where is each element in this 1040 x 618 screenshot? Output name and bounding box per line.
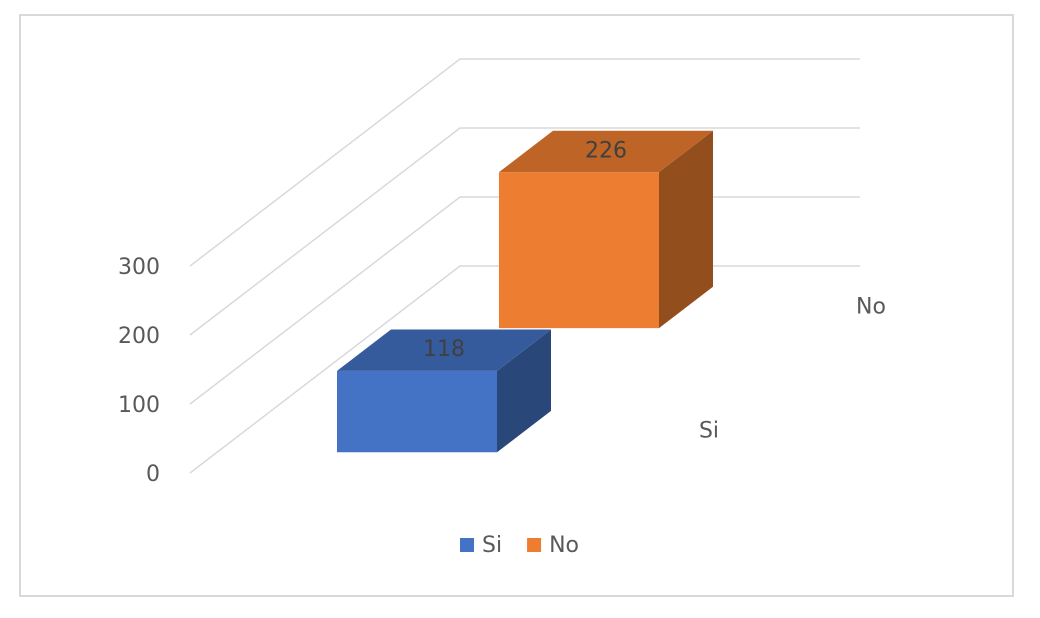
y-tick-label: 100	[118, 393, 160, 418]
grid-line	[189, 196, 860, 405]
y-tick-label: 300	[118, 255, 160, 280]
grid-line	[189, 58, 860, 267]
value-label: 226	[585, 138, 627, 163]
legend-swatch	[460, 538, 474, 552]
value-label: 118	[423, 337, 465, 362]
bar-side	[659, 130, 713, 329]
grid-line	[189, 127, 860, 336]
y-tick-label: 0	[146, 462, 160, 487]
legend-swatch	[527, 538, 542, 552]
bar-side	[497, 329, 551, 453]
grid-line	[189, 265, 860, 474]
depth-label: No	[856, 294, 886, 319]
legend-label: Si	[482, 533, 502, 558]
bar-top	[337, 329, 551, 371]
bar-front	[337, 370, 497, 453]
legend-label: No	[549, 533, 579, 558]
bar-top	[499, 130, 713, 173]
y-tick-label: 200	[118, 324, 160, 349]
bar-front	[499, 172, 659, 329]
depth-label: Si	[699, 419, 719, 444]
